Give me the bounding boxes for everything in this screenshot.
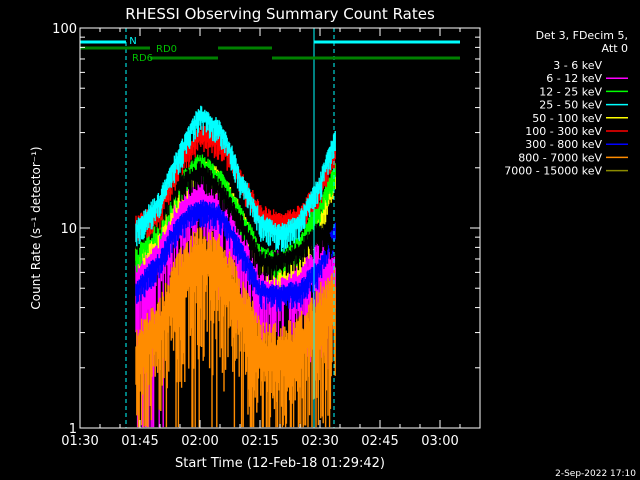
legend-label: 300 - 800 keV [525,138,602,151]
legend-label: 100 - 300 keV [525,125,602,138]
y-axis-label: Count Rate (s⁻¹ detector⁻¹) [29,146,43,309]
x-tick-label: 01:45 [121,434,158,449]
rd6-label: RD6 [132,53,153,64]
x-tick-label: 02:15 [241,434,278,449]
x-axis-label: Start Time (12-Feb-18 01:29:42) [175,456,385,471]
x-tick-label: 02:30 [301,434,338,449]
legend-label: 6 - 12 keV [546,72,602,85]
legend-label: 12 - 25 keV [539,85,602,98]
axes: 01:30 01:45 02:00 02:15 02:30 02:45 03:00 1 10 10… [52,22,481,449]
x-tick-label: 02:45 [361,434,398,449]
legend-label: 800 - 7000 keV [518,151,602,164]
legend-label: 7000 - 15000 keV [504,165,602,178]
y-tick-label: 10 [60,222,77,237]
x-tick-label: 03:00 [421,434,458,449]
y-tick-label: 100 [52,22,77,37]
x-tick-label: 02:00 [181,434,218,449]
chart-title: RHESSI Observing Summary Count Rates [125,5,435,23]
legend-label: 25 - 50 keV [539,99,602,112]
y-tick-label: 1 [69,422,77,437]
x-tick-label: 01:30 [61,434,98,449]
footer-date: 2-Sep-2022 17:10 [555,469,636,479]
night-label: N [129,36,136,47]
rd0-label: RD0 [156,44,177,55]
legend-header: Att 0 [602,42,628,55]
legend-label: 3 - 6 keV [553,59,602,72]
legend-label: 50 - 100 keV [532,112,602,125]
legend-header: Det 3, FDecim 5, [536,29,628,42]
data-layer [135,105,336,428]
